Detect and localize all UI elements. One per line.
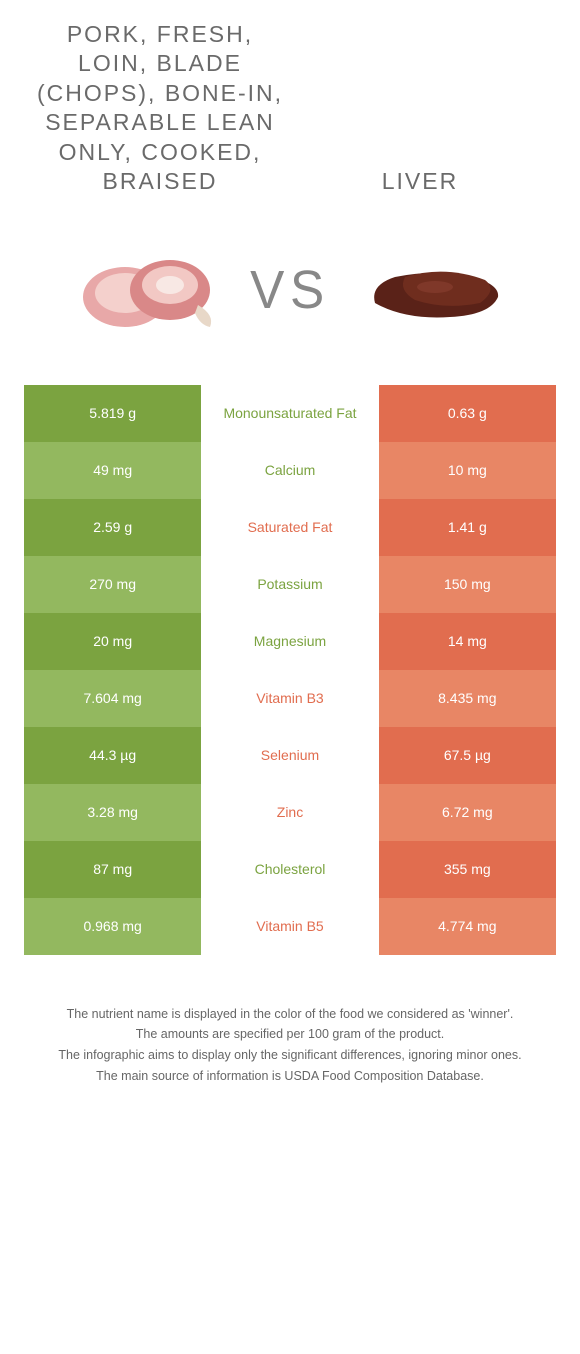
value-right: 150 mg: [379, 556, 556, 613]
vs-row: VS: [0, 207, 580, 385]
comparison-table: 5.819 gMonounsaturated Fat0.63 g49 mgCal…: [24, 385, 556, 955]
table-row: 3.28 mgZinc6.72 mg: [24, 784, 556, 841]
table-row: 87 mgCholesterol355 mg: [24, 841, 556, 898]
nutrient-label: Calcium: [201, 442, 378, 499]
nutrient-label: Vitamin B5: [201, 898, 378, 955]
footnotes: The nutrient name is displayed in the co…: [0, 955, 580, 1086]
value-right: 4.774 mg: [379, 898, 556, 955]
value-right: 67.5 µg: [379, 727, 556, 784]
footnote-line: The infographic aims to display only the…: [30, 1046, 550, 1065]
value-right: 6.72 mg: [379, 784, 556, 841]
value-right: 8.435 mg: [379, 670, 556, 727]
value-left: 0.968 mg: [24, 898, 201, 955]
footnote-line: The amounts are specified per 100 gram o…: [30, 1025, 550, 1044]
value-right: 355 mg: [379, 841, 556, 898]
food-left-title: PORK, FRESH, LOIN, BLADE (CHOPS), BONE-I…: [30, 20, 290, 197]
table-row: 44.3 µgSelenium67.5 µg: [24, 727, 556, 784]
nutrient-label: Zinc: [201, 784, 378, 841]
table-row: 5.819 gMonounsaturated Fat0.63 g: [24, 385, 556, 442]
value-left: 5.819 g: [24, 385, 201, 442]
table-row: 49 mgCalcium10 mg: [24, 442, 556, 499]
value-right: 1.41 g: [379, 499, 556, 556]
value-left: 2.59 g: [24, 499, 201, 556]
value-right: 14 mg: [379, 613, 556, 670]
value-left: 87 mg: [24, 841, 201, 898]
nutrient-label: Potassium: [201, 556, 378, 613]
food-right-title-col: LIVER: [290, 167, 550, 196]
value-left: 270 mg: [24, 556, 201, 613]
value-left: 7.604 mg: [24, 670, 201, 727]
food-right-title: LIVER: [290, 167, 550, 196]
table-row: 0.968 mgVitamin B54.774 mg: [24, 898, 556, 955]
nutrient-label: Monounsaturated Fat: [201, 385, 378, 442]
header: PORK, FRESH, LOIN, BLADE (CHOPS), BONE-I…: [0, 0, 580, 207]
food-left-image: [70, 235, 230, 345]
vs-label: VS: [250, 259, 330, 321]
nutrient-label: Saturated Fat: [201, 499, 378, 556]
nutrient-label: Vitamin B3: [201, 670, 378, 727]
value-left: 49 mg: [24, 442, 201, 499]
food-right-image: [350, 235, 510, 345]
footnote-line: The main source of information is USDA F…: [30, 1067, 550, 1086]
footnote-line: The nutrient name is displayed in the co…: [30, 1005, 550, 1024]
food-left-title-col: PORK, FRESH, LOIN, BLADE (CHOPS), BONE-I…: [30, 20, 290, 197]
table-row: 20 mgMagnesium14 mg: [24, 613, 556, 670]
value-left: 20 mg: [24, 613, 201, 670]
value-left: 44.3 µg: [24, 727, 201, 784]
value-right: 10 mg: [379, 442, 556, 499]
table-row: 2.59 gSaturated Fat1.41 g: [24, 499, 556, 556]
nutrient-label: Magnesium: [201, 613, 378, 670]
table-row: 7.604 mgVitamin B38.435 mg: [24, 670, 556, 727]
value-left: 3.28 mg: [24, 784, 201, 841]
table-row: 270 mgPotassium150 mg: [24, 556, 556, 613]
value-right: 0.63 g: [379, 385, 556, 442]
nutrient-label: Selenium: [201, 727, 378, 784]
nutrient-label: Cholesterol: [201, 841, 378, 898]
